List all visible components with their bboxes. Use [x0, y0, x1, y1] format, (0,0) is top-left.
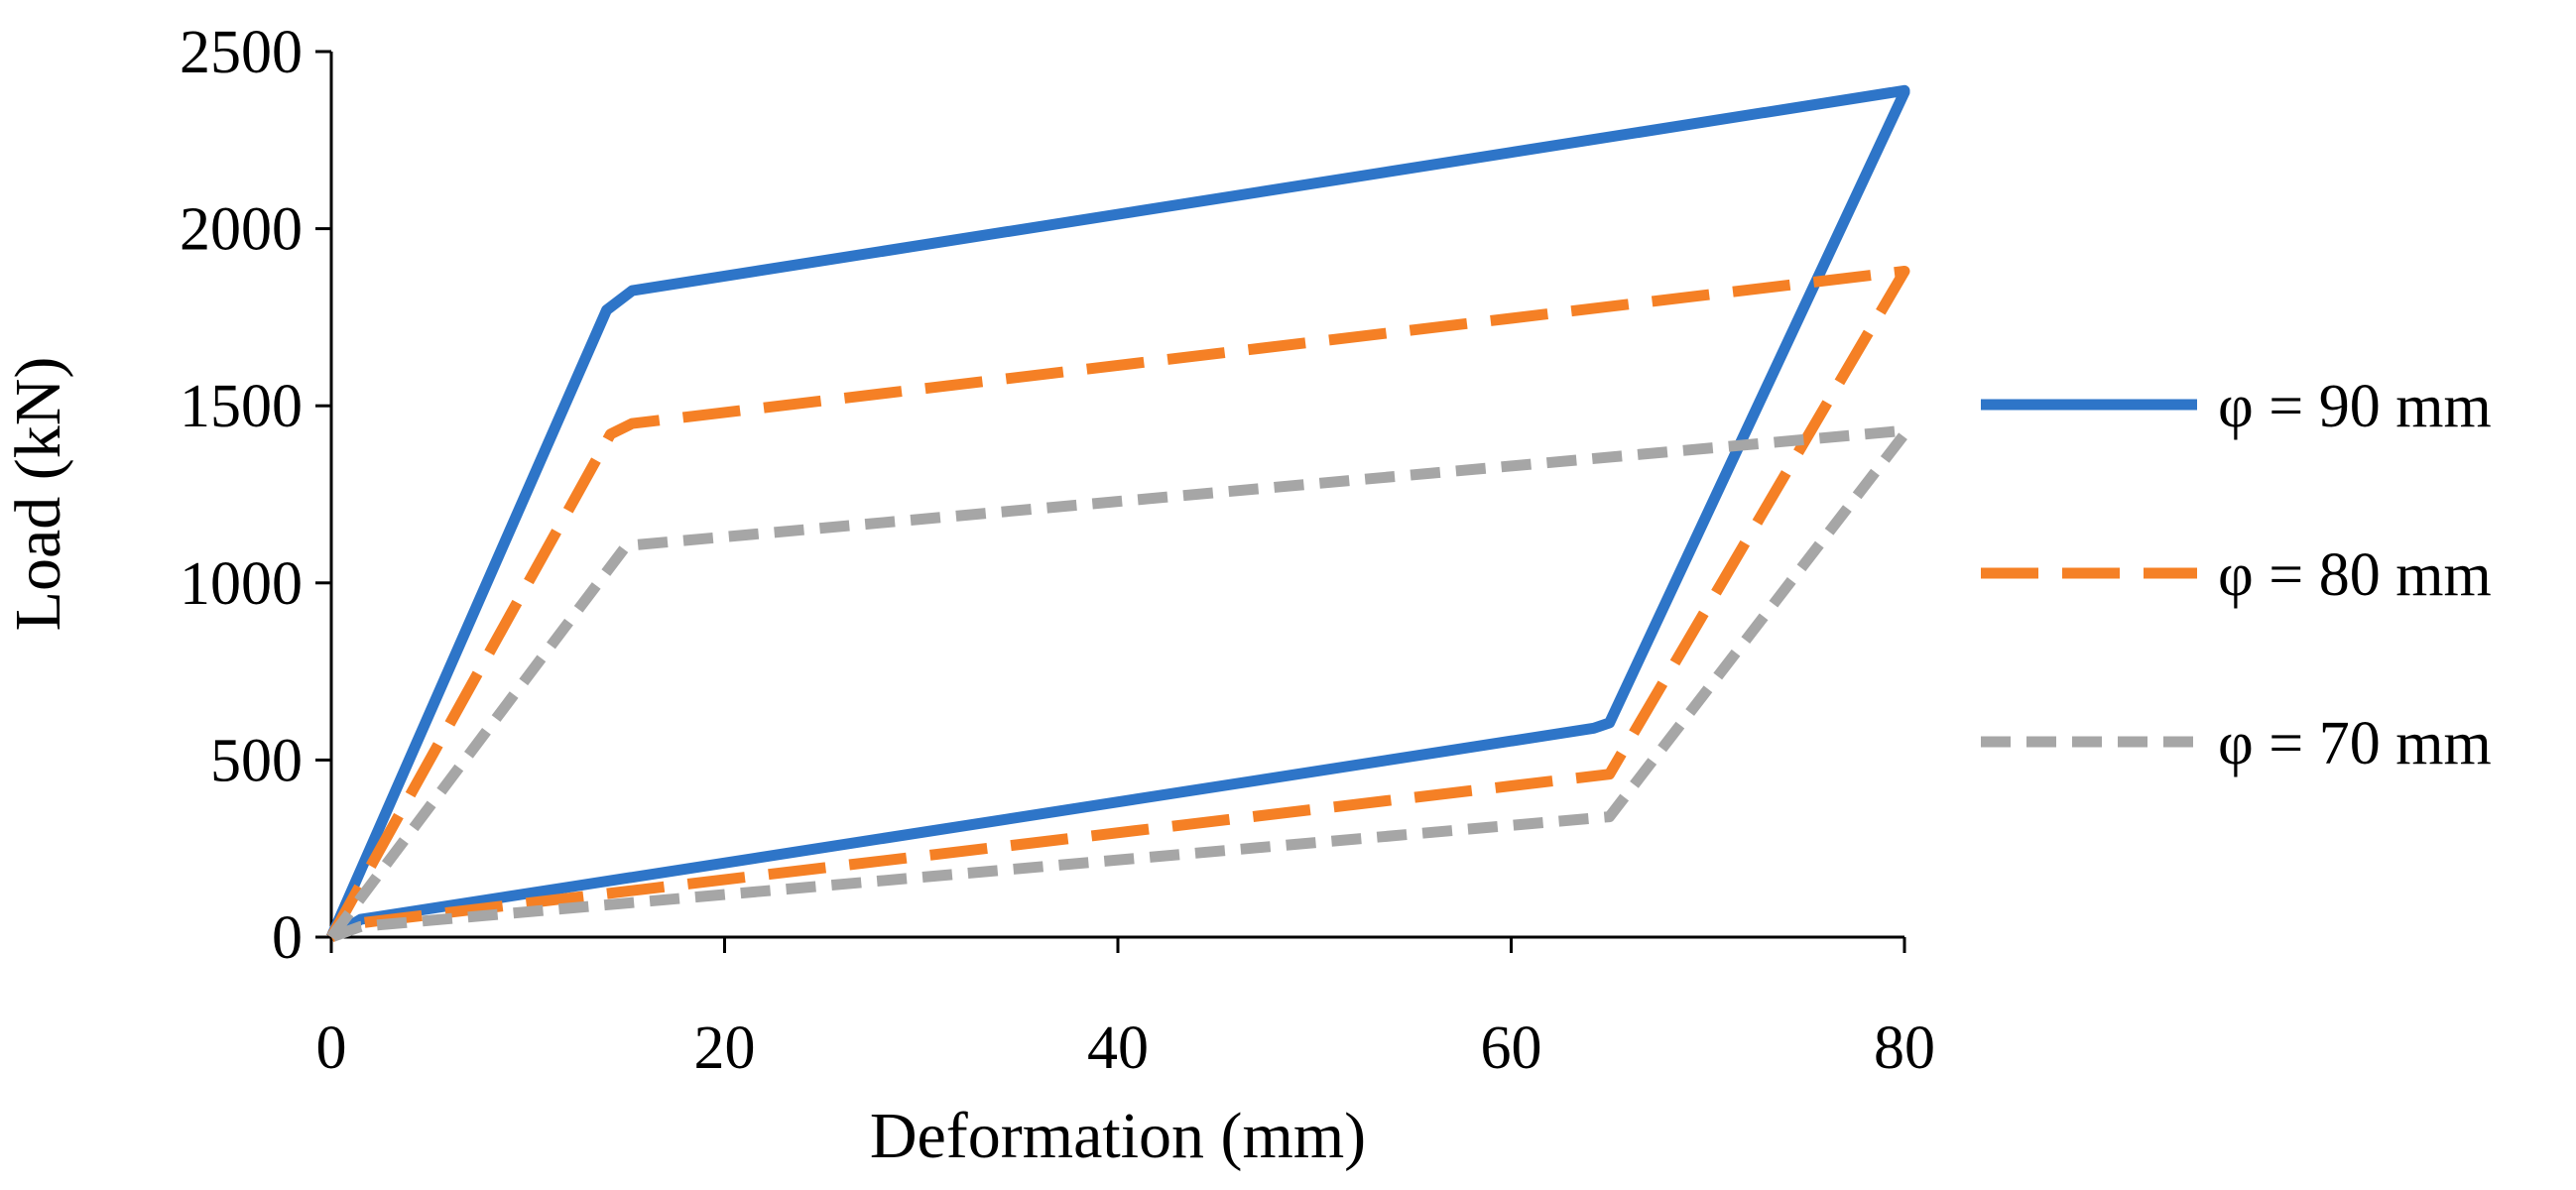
series-line-1: [325, 84, 1910, 942]
y-tick-label: 1500: [180, 373, 303, 440]
legend-label-1: φ = 90 mm: [2218, 373, 2492, 440]
legend: φ = 90 mm φ = 80 mm φ = 70 mm: [1981, 373, 2492, 777]
y-tick-label: 2000: [180, 196, 303, 264]
series-line-3: [326, 424, 1910, 943]
x-tick-label: 80: [1874, 1014, 1935, 1082]
x-tick-label: 40: [1087, 1014, 1149, 1082]
y-tick-label: 1000: [180, 550, 303, 618]
x-tick-label: 20: [694, 1014, 756, 1082]
legend-label-2: φ = 80 mm: [2218, 541, 2492, 609]
y-tick-label: 2500: [180, 19, 303, 86]
y-tick-label: 0: [272, 904, 303, 972]
series-line-2: [326, 266, 1910, 942]
y-tick-label: 500: [210, 727, 303, 794]
x-tick-label: 0: [316, 1014, 347, 1082]
series-lines: [325, 84, 1910, 943]
ticks: 0 20 40 60 80 0 500 1000 1500 2000 2500: [180, 19, 1935, 1082]
x-tick-label: 60: [1481, 1014, 1542, 1082]
legend-label-3: φ = 70 mm: [2218, 710, 2492, 777]
x-axis-title: Deformation (mm): [870, 1100, 1366, 1172]
y-axis-title: Load (kN): [2, 357, 74, 632]
